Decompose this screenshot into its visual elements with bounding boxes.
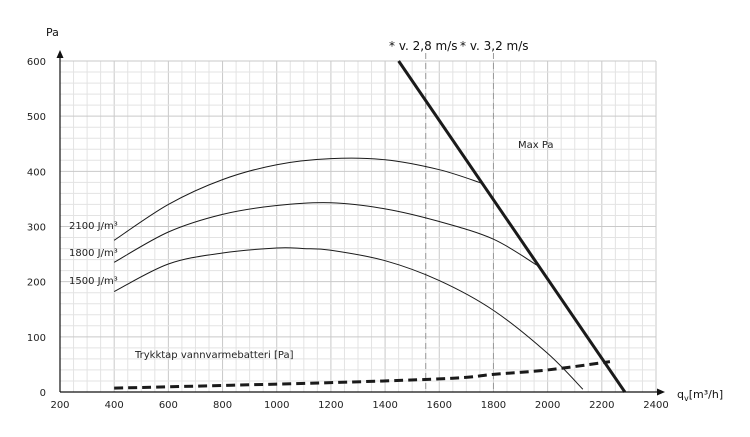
series-line-2 (113, 247, 584, 390)
y-tick-label: 600 (27, 57, 46, 68)
label-max-pa: Max Pa (518, 140, 554, 151)
x-tick-label: 2000 (535, 400, 560, 411)
chart-grid (59, 60, 657, 393)
label-2100: 2100 J/m³ (69, 221, 118, 232)
series-line-0 (113, 157, 483, 241)
y-tick-label: 300 (27, 223, 46, 234)
x-tick-label: 400 (105, 400, 124, 411)
x-axis-label-sub: v (684, 394, 689, 403)
label-velocity-2-8: * v. 2,8 m/s (389, 39, 458, 53)
y-axis-arrow (56, 50, 64, 58)
x-tick-label: 1600 (427, 400, 452, 411)
y-tick-label: 100 (27, 333, 46, 344)
x-tick-label: 1800 (481, 400, 506, 411)
label-1800: 1800 J/m³ (69, 248, 118, 259)
x-tick-label: 2200 (589, 400, 614, 411)
x-tick-label: 800 (213, 400, 232, 411)
x-axis-label-main: q (677, 388, 684, 401)
series-line-3 (397, 60, 627, 393)
x-tick-label: 1200 (318, 400, 343, 411)
label-1500: 1500 J/m³ (69, 276, 118, 287)
y-tick-label: 200 (27, 278, 46, 289)
x-tick-label: 2400 (643, 400, 668, 411)
x-tick-label: 1400 (372, 400, 397, 411)
x-tick-label: 600 (159, 400, 178, 411)
chart-series (113, 60, 627, 393)
y-axis-label: Pa (46, 26, 59, 39)
chart-axes (56, 50, 665, 396)
chart-ticks: 200 400 600 800 1000 1200 1400 1600 1800 2000 2200… (27, 57, 669, 411)
y-tick-label: 500 (27, 112, 46, 123)
label-trykktap: Trykktap vannvarmebatteri [Pa] (134, 350, 294, 361)
label-velocity-3-2: * v. 3,2 m/s (460, 39, 529, 53)
x-tick-label: 200 (50, 400, 69, 411)
x-axis-arrow (657, 388, 665, 396)
x-axis-label-unit: [m³/h] (689, 388, 723, 401)
x-axis-label: qv[m³/h] (677, 388, 723, 403)
velocity-lines (425, 53, 494, 392)
series-line-1 (113, 202, 538, 266)
x-tick-label: 1000 (264, 400, 289, 411)
y-tick-label: 400 (27, 167, 46, 178)
y-tick-label: 0 (40, 388, 46, 399)
series-line-4 (114, 360, 611, 390)
